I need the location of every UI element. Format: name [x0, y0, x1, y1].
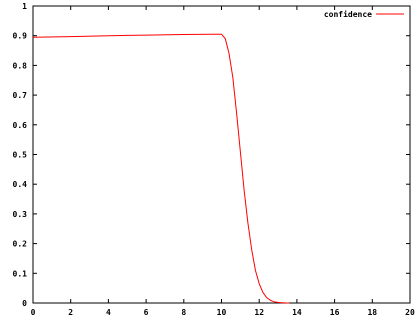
tick-labels: 0 2 4 6 8 10 12 14 16 18 20 0 0.1 0.2 0.3 0.4 0.5 0.6 0.7 0… [13, 2, 415, 317]
x-tick-label: 18 [367, 308, 377, 317]
x-tick-label: 6 [144, 308, 149, 317]
y-tick-label: 0.2 [13, 240, 28, 249]
x-tick-label: 2 [68, 308, 73, 317]
series-layer [32, 33, 290, 304]
x-tick-label: 12 [254, 308, 264, 317]
x-tick-label: 10 [217, 308, 227, 317]
plot-frame [32, 5, 411, 304]
y-tick-label: 0.6 [13, 121, 28, 130]
y-tick-label: 0.3 [13, 210, 28, 219]
x-tick-label: 8 [181, 308, 186, 317]
y-tick-label: 0.8 [13, 61, 28, 70]
x-tick-label: 0 [31, 308, 36, 317]
legend: confidence [324, 9, 404, 19]
y-tick-label: 0.5 [13, 151, 28, 160]
x-tick-label: 14 [292, 308, 302, 317]
y-tick-label: 0.9 [13, 32, 28, 41]
legend-label: confidence [324, 9, 372, 19]
ticks [32, 5, 411, 304]
y-tick-label: 1 [22, 2, 27, 11]
series-line-confidence [32, 33, 290, 304]
x-tick-label: 16 [330, 308, 340, 317]
y-tick-label: 0 [22, 299, 27, 308]
x-tick-label: 20 [405, 308, 415, 317]
y-tick-label: 0.4 [13, 180, 28, 189]
y-tick-label: 0.7 [13, 91, 28, 100]
x-tick-label: 4 [106, 308, 111, 317]
y-tick-label: 0.1 [13, 269, 28, 278]
